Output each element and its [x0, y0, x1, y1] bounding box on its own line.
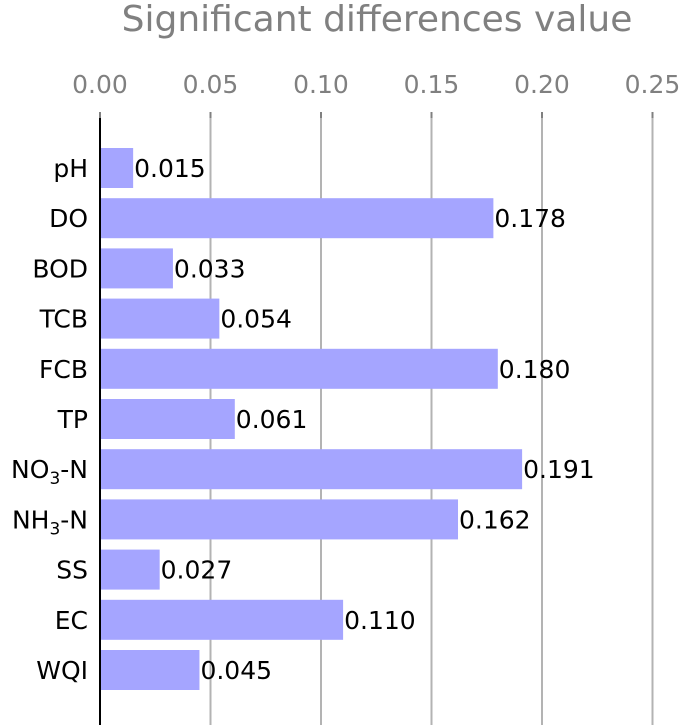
- data-label: 0.015: [134, 154, 206, 183]
- bar: [100, 599, 344, 640]
- x-axis-title: Significant differences value: [122, 0, 633, 40]
- data-label: 0.054: [220, 305, 292, 334]
- data-label: 0.027: [161, 556, 233, 585]
- x-tick-label: 0.10: [293, 70, 349, 99]
- bars: [100, 148, 523, 690]
- category-label: DO: [49, 204, 88, 233]
- category-label: NO3-N: [11, 455, 88, 489]
- category-labels: pH DO BOD TCB FCB TP NO3-N NH3-N SS EC WQI: [11, 154, 88, 685]
- data-label: 0.162: [459, 505, 531, 534]
- data-label: 0.191: [523, 455, 595, 484]
- category-label: SS: [56, 556, 88, 585]
- x-tick-label: 0.05: [183, 70, 239, 99]
- data-label: 0.033: [174, 254, 246, 283]
- bar: [100, 449, 523, 490]
- data-label: 0.061: [236, 405, 308, 434]
- data-label: 0.178: [494, 204, 566, 233]
- bar: [100, 399, 235, 439]
- category-label: BOD: [32, 254, 88, 283]
- bar: [100, 650, 200, 690]
- category-label: EC: [55, 606, 88, 635]
- bar: [100, 298, 220, 339]
- x-tick-label: 0.20: [514, 70, 570, 99]
- bar: [100, 499, 459, 540]
- bar: [100, 348, 498, 389]
- category-label: WQI: [36, 656, 88, 685]
- data-label: 0.045: [200, 656, 272, 685]
- x-axis-ticks: 0.00 0.05 0.10 0.15 0.20 0.25: [72, 70, 680, 118]
- category-label: TCB: [39, 305, 88, 334]
- bar: [100, 198, 494, 239]
- bar: [100, 549, 160, 590]
- data-label: 0.180: [499, 355, 571, 384]
- bar: [100, 248, 173, 289]
- category-label: FCB: [39, 355, 88, 384]
- x-tick-label: 0.25: [625, 70, 681, 99]
- category-label: TP: [57, 405, 88, 434]
- bar: [100, 148, 134, 188]
- category-label: pH: [53, 154, 88, 183]
- value-labels: 0.015 0.178 0.033 0.054 0.180 0.061 0.191 0.162…: [134, 154, 595, 685]
- category-label: NH3-N: [12, 505, 88, 539]
- x-tick-label: 0.15: [404, 70, 460, 99]
- data-label: 0.110: [344, 606, 416, 635]
- x-tick-label: 0.00: [72, 70, 128, 99]
